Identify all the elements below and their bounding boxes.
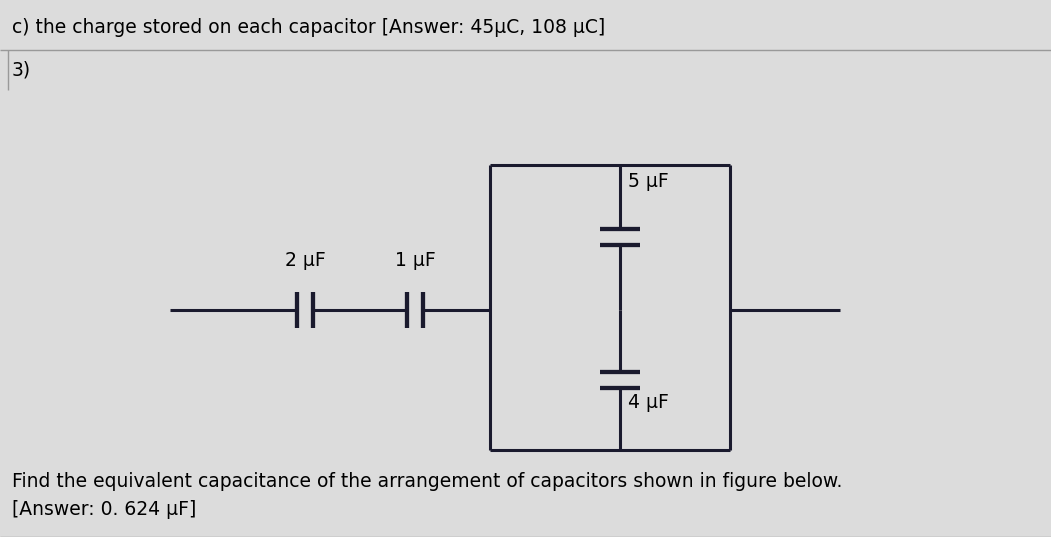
Text: c) the charge stored on each capacitor [Answer: 45μC, 108 μC]: c) the charge stored on each capacitor [… — [12, 18, 605, 37]
Text: [Answer: 0. 624 μF]: [Answer: 0. 624 μF] — [12, 500, 197, 519]
Text: 3): 3) — [12, 60, 32, 79]
Text: 2 μF: 2 μF — [285, 251, 326, 270]
Text: 5 μF: 5 μF — [628, 172, 668, 191]
Text: Find the equivalent capacitance of the arrangement of capacitors shown in figure: Find the equivalent capacitance of the a… — [12, 472, 842, 491]
Text: 1 μF: 1 μF — [394, 251, 435, 270]
Text: 4 μF: 4 μF — [628, 393, 668, 412]
